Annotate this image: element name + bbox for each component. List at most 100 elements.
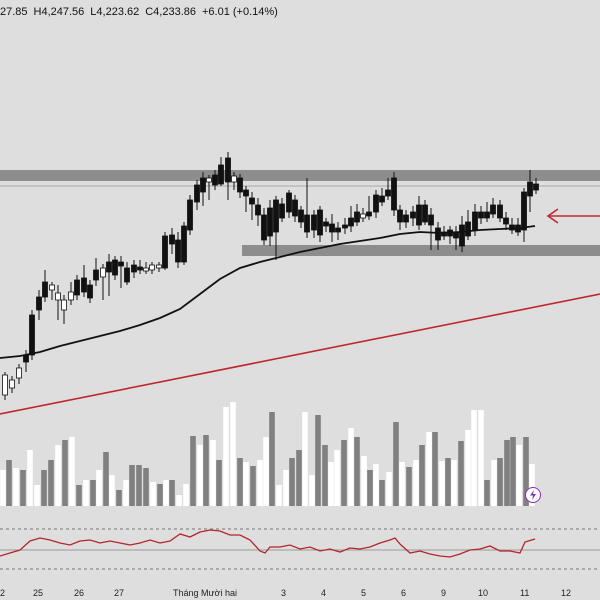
candle[interactable] bbox=[397, 209, 403, 223]
candle[interactable] bbox=[29, 314, 35, 356]
candle[interactable] bbox=[509, 224, 515, 231]
candle[interactable] bbox=[61, 299, 67, 311]
candle[interactable] bbox=[317, 209, 323, 236]
x-axis-label: 5 bbox=[361, 588, 366, 598]
candle[interactable] bbox=[137, 266, 143, 271]
candle[interactable] bbox=[194, 184, 200, 203]
candle[interactable] bbox=[225, 157, 231, 183]
candle[interactable] bbox=[106, 261, 112, 273]
candle[interactable] bbox=[447, 229, 453, 237]
candle[interactable] bbox=[149, 264, 155, 271]
candle[interactable] bbox=[118, 261, 124, 267]
candle[interactable] bbox=[81, 277, 87, 293]
candle[interactable] bbox=[237, 177, 243, 193]
ohlc-legend: 27.85 H4,247.56 L4,223.62 C4,233.86 +6.01 (+… bbox=[0, 6, 284, 18]
candle[interactable] bbox=[403, 214, 409, 223]
candle[interactable] bbox=[441, 231, 447, 237]
candle[interactable] bbox=[42, 281, 48, 298]
candle[interactable] bbox=[131, 264, 137, 273]
candle[interactable] bbox=[354, 211, 360, 223]
candle[interactable] bbox=[453, 231, 459, 239]
candle[interactable] bbox=[366, 211, 372, 217]
candle[interactable] bbox=[181, 225, 187, 263]
candle[interactable] bbox=[273, 199, 279, 233]
candle[interactable] bbox=[87, 284, 93, 299]
candle[interactable] bbox=[255, 204, 261, 216]
candle[interactable] bbox=[503, 217, 509, 225]
volume-bar bbox=[432, 432, 438, 506]
candle[interactable] bbox=[527, 181, 533, 197]
candle[interactable] bbox=[143, 267, 149, 272]
candle[interactable] bbox=[422, 204, 428, 223]
candle[interactable] bbox=[416, 204, 422, 226]
candle[interactable] bbox=[298, 209, 304, 223]
candle[interactable] bbox=[521, 191, 527, 231]
candle[interactable] bbox=[286, 192, 292, 213]
candle[interactable] bbox=[169, 234, 175, 245]
candle[interactable] bbox=[249, 197, 255, 205]
candle[interactable] bbox=[16, 367, 22, 379]
candle[interactable] bbox=[55, 292, 61, 301]
candle[interactable] bbox=[428, 214, 434, 226]
candle[interactable] bbox=[100, 267, 106, 278]
oscillator-line[interactable] bbox=[0, 529, 536, 558]
candle[interactable] bbox=[74, 279, 80, 296]
candle[interactable] bbox=[212, 174, 218, 186]
candle[interactable] bbox=[9, 379, 15, 389]
candle[interactable] bbox=[93, 269, 99, 281]
candle[interactable] bbox=[175, 239, 181, 263]
candle[interactable] bbox=[490, 204, 496, 215]
candle[interactable] bbox=[23, 354, 29, 363]
candle[interactable] bbox=[292, 199, 298, 217]
candle[interactable] bbox=[360, 213, 366, 219]
left-arrow-icon[interactable] bbox=[544, 208, 600, 224]
candle[interactable] bbox=[533, 183, 539, 191]
candle[interactable] bbox=[2, 374, 8, 396]
candle[interactable] bbox=[267, 207, 273, 237]
candle[interactable] bbox=[68, 291, 74, 301]
candle[interactable] bbox=[391, 177, 397, 211]
candle[interactable] bbox=[261, 214, 267, 241]
volume-bar bbox=[83, 480, 89, 506]
candle[interactable] bbox=[304, 214, 310, 233]
candle[interactable] bbox=[162, 235, 168, 269]
support-zone[interactable] bbox=[242, 245, 600, 256]
candle[interactable] bbox=[410, 211, 416, 219]
resistance-zone[interactable] bbox=[0, 170, 600, 181]
volume-bar bbox=[348, 428, 354, 506]
candle[interactable] bbox=[112, 259, 118, 276]
candle[interactable] bbox=[279, 203, 285, 219]
candle[interactable] bbox=[124, 267, 130, 283]
candle[interactable] bbox=[348, 217, 354, 227]
candle[interactable] bbox=[465, 221, 471, 237]
candle[interactable] bbox=[329, 223, 335, 233]
candle[interactable] bbox=[484, 211, 490, 219]
candle[interactable] bbox=[459, 224, 465, 247]
candle[interactable] bbox=[323, 221, 329, 227]
candle[interactable] bbox=[373, 194, 379, 213]
candle[interactable] bbox=[156, 264, 162, 269]
candle[interactable] bbox=[335, 227, 341, 233]
candle[interactable] bbox=[515, 224, 521, 233]
candle[interactable] bbox=[478, 211, 484, 219]
volume-bar bbox=[386, 472, 392, 506]
candle[interactable] bbox=[243, 189, 249, 197]
candle[interactable] bbox=[49, 284, 55, 291]
volume-bar bbox=[129, 465, 135, 506]
candle[interactable] bbox=[218, 164, 224, 185]
candle[interactable] bbox=[472, 211, 478, 231]
candle[interactable] bbox=[497, 204, 503, 219]
candle[interactable] bbox=[435, 227, 441, 241]
candle[interactable] bbox=[342, 224, 348, 229]
candle[interactable] bbox=[206, 177, 212, 183]
candle[interactable] bbox=[187, 199, 193, 231]
candle[interactable] bbox=[379, 195, 385, 203]
candle[interactable] bbox=[200, 177, 206, 193]
candle[interactable] bbox=[385, 189, 391, 197]
candle[interactable] bbox=[311, 214, 317, 231]
trendline[interactable] bbox=[0, 293, 600, 415]
candle[interactable] bbox=[36, 296, 42, 311]
lightning-icon[interactable] bbox=[525, 487, 541, 503]
candle[interactable] bbox=[231, 175, 237, 183]
